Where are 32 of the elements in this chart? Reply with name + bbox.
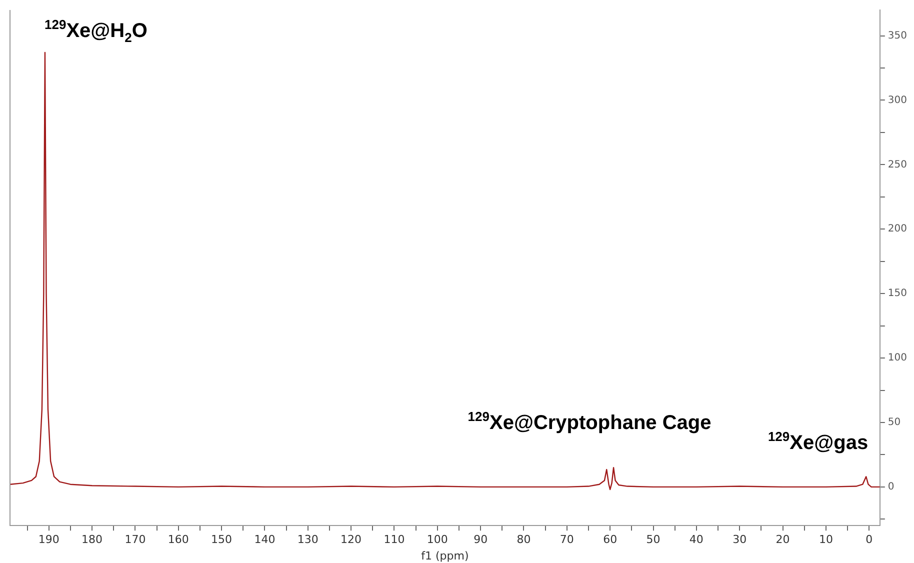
x-tick-label: 140: [254, 533, 276, 546]
x-tick-label: 90: [474, 533, 488, 546]
x-tick-label: 130: [297, 533, 318, 546]
x-tick-label: 80: [516, 533, 531, 546]
x-axis-title: f1 (ppm): [421, 549, 469, 562]
x-tick-label: 180: [82, 533, 103, 546]
y-tick-label: 350: [888, 30, 908, 42]
annotation: $^{129}$Xe@H$_{2}$O: [44, 17, 148, 45]
x-tick-label: 120: [340, 533, 362, 546]
y-tick-label: 100: [888, 352, 908, 364]
x-tick-label: 190: [38, 533, 60, 546]
x-tick-label: 170: [124, 533, 146, 546]
x-tick-label: 100: [426, 533, 448, 546]
x-tick-label: 10: [818, 533, 833, 546]
y-tick-label: 250: [888, 159, 908, 170]
x-tick-label: 40: [689, 533, 704, 546]
y-tick-label: 200: [888, 224, 908, 235]
x-tick-label: 30: [732, 533, 747, 546]
x-tick-label: 60: [603, 533, 618, 546]
x-tick-label: 20: [776, 533, 790, 546]
x-tick-label: 110: [384, 533, 405, 546]
annotation: $^{129}$Xe@gas: [768, 429, 868, 455]
x-tick-label: 70: [560, 533, 574, 546]
x-tick-label: 50: [646, 533, 660, 546]
y-tick-label: 0: [888, 482, 894, 493]
y-tick-label: 50: [888, 417, 901, 428]
annotation: $^{129}$Xe@Cryptophane Cage: [468, 409, 712, 436]
y-tick-label: 300: [888, 94, 908, 106]
x-tick-label: 0: [866, 533, 873, 546]
y-tick-label: 150: [888, 288, 908, 300]
x-tick-label: 160: [168, 533, 189, 546]
x-tick-label: 150: [211, 533, 232, 546]
